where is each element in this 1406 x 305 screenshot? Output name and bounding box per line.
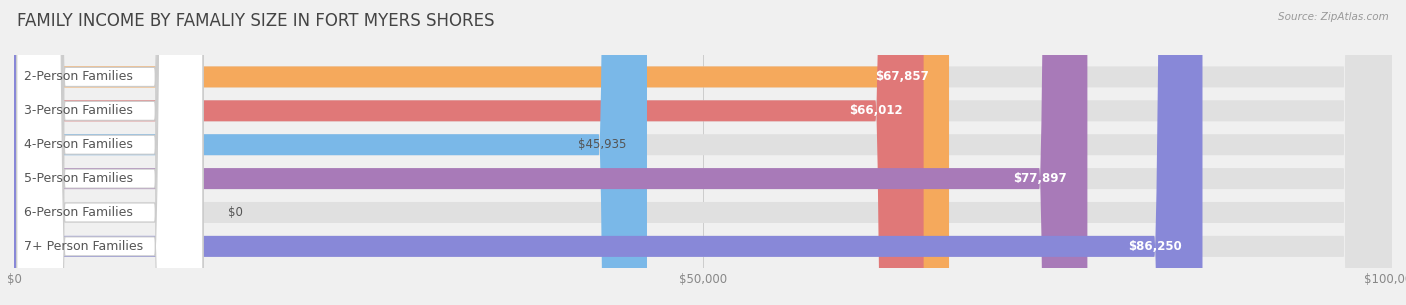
Text: 4-Person Families: 4-Person Families [24, 138, 132, 151]
FancyBboxPatch shape [17, 0, 202, 305]
FancyBboxPatch shape [17, 0, 202, 305]
FancyBboxPatch shape [14, 0, 1392, 305]
Text: $45,935: $45,935 [578, 138, 626, 151]
FancyBboxPatch shape [14, 0, 924, 305]
FancyBboxPatch shape [14, 0, 1087, 305]
Text: 6-Person Families: 6-Person Families [24, 206, 132, 219]
FancyBboxPatch shape [14, 0, 647, 305]
Text: $77,897: $77,897 [1014, 172, 1067, 185]
FancyBboxPatch shape [14, 0, 1392, 305]
FancyBboxPatch shape [14, 0, 1392, 305]
FancyBboxPatch shape [17, 0, 202, 305]
Text: $66,012: $66,012 [849, 104, 903, 117]
Text: $86,250: $86,250 [1128, 240, 1182, 253]
FancyBboxPatch shape [14, 0, 1202, 305]
FancyBboxPatch shape [14, 0, 1392, 305]
Text: Source: ZipAtlas.com: Source: ZipAtlas.com [1278, 12, 1389, 22]
Text: FAMILY INCOME BY FAMALIY SIZE IN FORT MYERS SHORES: FAMILY INCOME BY FAMALIY SIZE IN FORT MY… [17, 12, 495, 30]
FancyBboxPatch shape [14, 0, 1392, 305]
Text: $67,857: $67,857 [875, 70, 928, 84]
FancyBboxPatch shape [17, 0, 202, 305]
Text: 2-Person Families: 2-Person Families [24, 70, 132, 84]
FancyBboxPatch shape [17, 0, 202, 305]
Text: 5-Person Families: 5-Person Families [24, 172, 132, 185]
Text: 3-Person Families: 3-Person Families [24, 104, 132, 117]
Text: $0: $0 [228, 206, 242, 219]
FancyBboxPatch shape [14, 0, 1392, 305]
Text: 7+ Person Families: 7+ Person Families [24, 240, 143, 253]
FancyBboxPatch shape [17, 0, 202, 305]
FancyBboxPatch shape [14, 0, 949, 305]
